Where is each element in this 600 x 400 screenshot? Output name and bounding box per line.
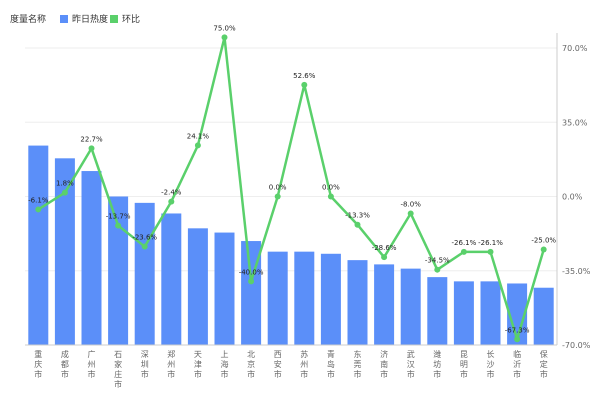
bar-16 [453, 281, 474, 345]
line-data-label: 1.8% [56, 180, 74, 188]
y-right-tick-label: 35.0% [562, 118, 588, 127]
line-point-15 [434, 266, 441, 273]
line-point-9 [274, 193, 281, 200]
x-tick-label: 深圳市 [141, 350, 149, 379]
legend-bar-label: 昨日热度 [72, 15, 109, 25]
line-data-label: -13.3% [345, 212, 370, 220]
x-tick-label: 成都市 [61, 349, 69, 379]
legend-item-bar[interactable]: 昨日热度 [60, 12, 108, 25]
bar-18 [507, 283, 528, 345]
bar-11 [320, 253, 341, 345]
line-point-1 [61, 189, 68, 196]
bar-17 [480, 281, 501, 345]
line-data-label: -26.1% [452, 239, 477, 247]
line-data-label: 0.0% [322, 184, 340, 192]
line-data-label: 22.7% [80, 135, 103, 143]
x-tick-label: 潍坊市 [433, 349, 441, 379]
bar-3 [108, 196, 129, 345]
x-tick-label: 武汉市 [407, 349, 415, 379]
x-tick-label: 济南市 [380, 349, 388, 379]
line-point-18 [514, 336, 521, 343]
line-point-7 [221, 34, 228, 41]
bar-7 [214, 232, 235, 345]
line-data-label: -67.3% [505, 326, 530, 334]
line-point-5 [168, 198, 175, 205]
line-data-label: -34.5% [425, 257, 450, 265]
y-right-tick-label: -35.0% [562, 267, 591, 276]
x-tick-label: 西安市 [274, 350, 282, 379]
y-right-tick-label: 0.0% [562, 193, 583, 202]
line-swatch-icon [110, 15, 118, 23]
line-data-label: -25.0% [531, 237, 556, 245]
line-data-label: -26.1% [478, 239, 503, 247]
line-point-8 [248, 278, 255, 285]
line-point-2 [88, 145, 95, 152]
line-data-label: 24.1% [187, 132, 210, 140]
legend-title: 度量名称 [10, 15, 47, 25]
bar-2 [81, 171, 102, 345]
x-tick-label: 苏州市 [300, 349, 308, 379]
x-tick-label: 郑州市 [167, 349, 175, 379]
bar-12 [347, 260, 368, 345]
bar-4 [134, 202, 155, 345]
bar-swatch-icon [60, 15, 68, 23]
legend: 度量名称 昨日热度 环比 [0, 0, 600, 30]
x-tick-label: 广州市 [88, 349, 96, 379]
bar-1 [54, 158, 75, 345]
line-point-19 [540, 246, 547, 253]
bar-13 [374, 264, 395, 345]
bar-9 [267, 251, 288, 345]
bar-0 [28, 145, 49, 345]
legend-item-line[interactable]: 环比 [110, 12, 140, 25]
line-point-10 [301, 81, 308, 88]
line-point-14 [407, 210, 414, 217]
x-tick-label: 重庆市 [34, 349, 42, 379]
x-tick-label: 昆明市 [460, 350, 468, 379]
y-right-tick-label: 70.0% [562, 44, 588, 53]
x-tick-label: 保定市 [540, 349, 548, 379]
line-data-label: -13.7% [106, 213, 131, 221]
line-point-6 [194, 142, 201, 149]
line-data-label: -28.6% [372, 244, 397, 252]
line-point-4 [141, 243, 148, 250]
bar-19 [533, 287, 554, 345]
x-tick-label: 石家庄市 [114, 350, 122, 389]
legend-line-label: 环比 [122, 15, 141, 25]
y-right-tick-label: -70.0% [562, 341, 591, 350]
bar-15 [427, 277, 448, 345]
line-data-label: 0.0% [269, 184, 287, 192]
line-data-label: -23.6% [132, 234, 157, 242]
bar-10 [294, 251, 315, 345]
line-data-label: -8.0% [401, 200, 422, 208]
line-data-label: 52.6% [293, 72, 316, 80]
line-point-11 [327, 193, 334, 200]
bar-6 [187, 228, 208, 345]
x-tick-label: 临沂市 [513, 349, 521, 379]
line-point-17 [487, 248, 494, 255]
bar-5 [161, 213, 182, 345]
x-tick-label: 青岛市 [327, 349, 335, 379]
x-tick-label: 东莞市 [354, 349, 362, 379]
line-point-12 [354, 221, 361, 228]
line-series [37, 36, 545, 341]
line-data-label: -2.4% [161, 189, 182, 197]
line-point-0 [35, 206, 42, 213]
x-tick-label: 上海市 [221, 350, 229, 379]
x-tick-label: 天津市 [194, 350, 202, 379]
line-point-13 [381, 254, 388, 261]
line-data-label: -6.1% [28, 196, 49, 204]
x-tick-label: 长沙市 [487, 349, 495, 379]
line-data-label: 75.0% [213, 24, 236, 32]
line-point-3 [115, 222, 122, 229]
line-point-16 [460, 248, 467, 255]
bar-14 [400, 268, 421, 345]
line-data-label: -40.0% [239, 268, 264, 276]
x-tick-label: 北京市 [247, 350, 255, 379]
